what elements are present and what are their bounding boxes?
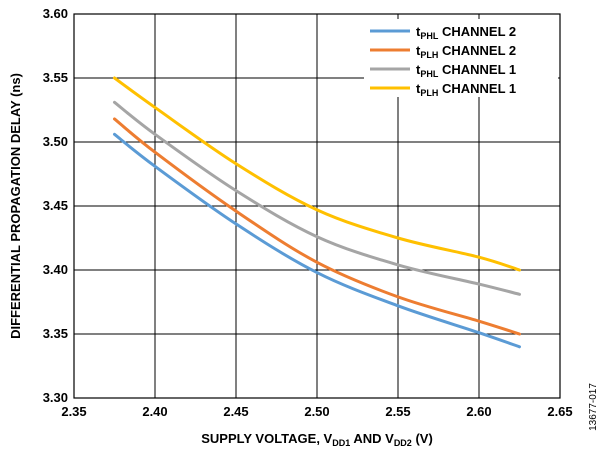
x-tick-label: 2.45 bbox=[223, 404, 248, 419]
y-tick-label: 3.60 bbox=[43, 6, 68, 21]
legend-entry-label: tPLH CHANNEL 1 bbox=[416, 81, 516, 98]
series-tplh-channel-2-line bbox=[113, 117, 521, 336]
x-tick-label: 2.55 bbox=[385, 404, 410, 419]
series-tplh-channel-1-line bbox=[113, 76, 521, 272]
legend-entry-label: tPLH CHANNEL 2 bbox=[416, 43, 516, 60]
series-tphl-channel-2-line bbox=[113, 132, 521, 349]
x-tick-label: 2.50 bbox=[304, 404, 329, 419]
y-tick-label: 3.50 bbox=[43, 134, 68, 149]
plot-frame bbox=[73, 13, 561, 399]
x-tick-label: 2.65 bbox=[547, 404, 572, 419]
series-tphl-channel-1-line bbox=[113, 100, 521, 296]
tick-labels: 2.35 2.40 2.45 2.50 2.55 2.60 2.65 3.30 3.35 3.40… bbox=[43, 6, 573, 419]
legend: tPHL CHANNEL 2 tPLH CHANNEL 2 tPHL CHANNEL… bbox=[364, 19, 558, 98]
legend-entry-label: tPHL CHANNEL 1 bbox=[416, 62, 516, 79]
x-tick-label: 2.40 bbox=[142, 404, 167, 419]
y-axis-label: DIFFERENTIAL PROPAGATION DELAY (ns) bbox=[8, 73, 23, 339]
x-tick-label: 2.35 bbox=[61, 404, 86, 419]
y-tick-label: 3.40 bbox=[43, 262, 68, 277]
x-axis-label: SUPPLY VOLTAGE, VDD1 AND VDD2 (V) bbox=[201, 431, 433, 448]
y-tick-label: 3.55 bbox=[43, 70, 68, 85]
legend-entry-label: tPHL CHANNEL 2 bbox=[416, 24, 516, 41]
axis-labels: SUPPLY VOLTAGE, VDD1 AND VDD2 (V) DIFFERE… bbox=[8, 73, 599, 448]
figure-id: 13677-017 bbox=[588, 383, 599, 431]
x-tick-label: 2.60 bbox=[466, 404, 491, 419]
series-lines bbox=[113, 76, 521, 349]
y-tick-label: 3.45 bbox=[43, 198, 68, 213]
y-tick-label: 3.30 bbox=[43, 390, 68, 405]
y-tick-label: 3.35 bbox=[43, 326, 68, 341]
